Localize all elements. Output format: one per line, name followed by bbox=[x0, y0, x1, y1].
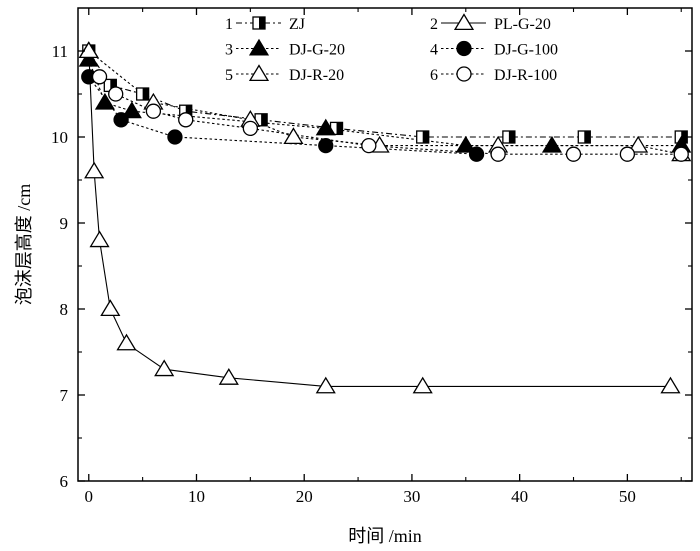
series-5-point bbox=[628, 135, 649, 153]
series-1-point bbox=[502, 130, 516, 144]
y-tick-label: 7 bbox=[60, 386, 69, 405]
y-tick-label: 11 bbox=[52, 42, 68, 61]
series-6-point bbox=[361, 137, 377, 154]
legend-index: 3 bbox=[225, 42, 233, 59]
legend-item-2: 2 PL-G-20 bbox=[430, 13, 551, 33]
legend-marker bbox=[453, 13, 475, 31]
plot-frame bbox=[77, 7, 693, 482]
series-4-point bbox=[113, 112, 129, 128]
series-3-point bbox=[78, 49, 99, 67]
y-axis-title: 泡沫层高度 /cm bbox=[14, 184, 34, 306]
legend-item-4: 4 DJ-G-100 bbox=[430, 40, 558, 59]
series-6-point bbox=[108, 86, 124, 102]
series-3-point bbox=[315, 118, 336, 136]
legend-marker bbox=[456, 66, 472, 82]
series-6-point bbox=[673, 146, 689, 162]
series-6-point bbox=[619, 146, 636, 162]
series-6-point bbox=[490, 146, 506, 162]
y-tick-label: 9 bbox=[60, 214, 69, 233]
series-2-point bbox=[660, 376, 681, 394]
series-4-point bbox=[167, 129, 183, 145]
series-6-point bbox=[565, 146, 582, 162]
plot-lines bbox=[88, 50, 682, 387]
legend-index: 6 bbox=[430, 67, 438, 84]
series-4-point bbox=[318, 137, 334, 154]
series-1-point bbox=[254, 113, 268, 127]
legend-marker bbox=[248, 64, 270, 82]
legend-item-5: 5 DJ-R-20 bbox=[225, 64, 344, 84]
series-4-point bbox=[468, 146, 485, 162]
legend-label: DJ-R-100 bbox=[494, 67, 557, 84]
legend-index: 2 bbox=[430, 16, 438, 33]
legend: 1 ZJ 2 PL-G-20 3 DJ-G-20 4 DJ-G-100 5 DJ-R-20 6 DJ-… bbox=[225, 13, 558, 84]
series-2-point bbox=[100, 299, 121, 317]
axis-ticks bbox=[78, 8, 692, 482]
series-line-1 bbox=[88, 50, 682, 138]
series-6-point bbox=[91, 69, 108, 85]
series-2-point bbox=[84, 161, 105, 179]
series-6-point bbox=[178, 112, 194, 128]
series-6-point bbox=[145, 103, 162, 119]
legend-label: PL-G-20 bbox=[494, 16, 551, 33]
legend-marker bbox=[456, 40, 472, 57]
series-2-point bbox=[116, 333, 137, 351]
x-tick-label: 0 bbox=[85, 487, 94, 506]
legend-index: 1 bbox=[225, 16, 233, 33]
series-5-point bbox=[78, 41, 99, 59]
series-1-point bbox=[577, 130, 591, 144]
legend-item-3: 3 DJ-G-20 bbox=[225, 38, 345, 59]
series-3-point bbox=[94, 92, 116, 110]
legend-marker bbox=[252, 16, 266, 30]
series-5-point bbox=[283, 127, 304, 145]
series-3-point bbox=[121, 101, 142, 119]
legend-label: DJ-G-100 bbox=[494, 42, 558, 59]
x-tick-label: 20 bbox=[296, 487, 313, 506]
series-2-point bbox=[412, 376, 433, 394]
legend-item-6: 6 DJ-R-100 bbox=[430, 66, 557, 84]
y-tick-label: 6 bbox=[60, 472, 69, 491]
series-3-point bbox=[541, 135, 563, 153]
legend-item-1: 1 ZJ bbox=[225, 16, 305, 33]
x-tick-label: 40 bbox=[511, 487, 528, 506]
x-tick-label: 50 bbox=[619, 487, 636, 506]
legend-marker bbox=[248, 38, 270, 56]
series-3-point bbox=[455, 135, 476, 153]
legend-index: 4 bbox=[430, 42, 438, 59]
y-tick-label: 10 bbox=[51, 128, 68, 147]
legend-label: DJ-R-20 bbox=[289, 67, 344, 84]
legend-label: DJ-G-20 bbox=[289, 42, 345, 59]
x-axis-title: 时间 /min bbox=[348, 526, 422, 546]
series-2-point bbox=[89, 230, 110, 248]
series-line-6 bbox=[99, 76, 682, 155]
y-tick-label: 8 bbox=[60, 300, 69, 319]
series-1-point bbox=[135, 87, 150, 101]
legend-label: ZJ bbox=[289, 16, 305, 33]
series-6-point bbox=[242, 120, 259, 137]
x-tick-label: 10 bbox=[188, 487, 205, 506]
tick-labels: 0 10 20 30 40 50 6 7 8 9 10 11 bbox=[51, 42, 636, 506]
series-1-point bbox=[416, 130, 430, 144]
x-tick-label: 30 bbox=[403, 487, 420, 506]
series-line-2 bbox=[88, 50, 671, 387]
series-2-point bbox=[315, 376, 336, 394]
legend-index: 5 bbox=[225, 67, 233, 84]
series-2-point bbox=[218, 368, 239, 385]
plot-markers bbox=[78, 41, 692, 394]
series-2-point bbox=[154, 359, 175, 377]
